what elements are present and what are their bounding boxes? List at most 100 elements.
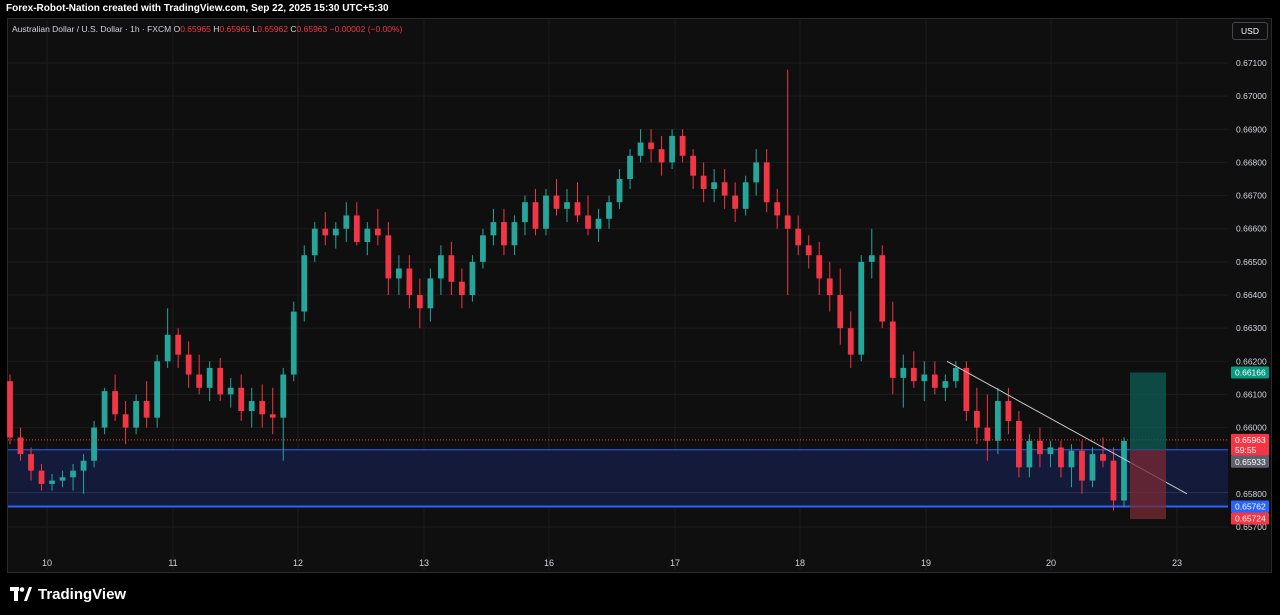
tradingview-logo[interactable]: TradingView (10, 585, 126, 603)
zone-bottom-price-tag-text: 0.65762 (1235, 501, 1266, 511)
candle-body (742, 182, 749, 209)
candle-body (889, 321, 896, 378)
tradingview-logo-icon (10, 587, 32, 601)
symbol-name[interactable]: Australian Dollar / U.S. Dollar · 1h · F… (12, 24, 172, 34)
candle-body (227, 387, 234, 395)
candle-body (28, 454, 34, 471)
price-tick-label: 0.67000 (1236, 91, 1267, 101)
candle-body (795, 228, 802, 246)
zones-layer (8, 449, 1228, 508)
zone-top-price-tag-bg (1231, 455, 1269, 468)
overlay-layer (8, 360, 1228, 520)
price-tick-label: 0.66300 (1236, 323, 1267, 333)
attribution-text: Forex-Robot-Nation created with TradingV… (6, 3, 389, 14)
candle-body (847, 328, 854, 355)
attribution-bar: Forex-Robot-Nation created with TradingV… (0, 0, 1280, 18)
zone-bottom-price-tag-bg (1231, 500, 1269, 513)
candle-body (1089, 454, 1096, 481)
candle-body (753, 162, 760, 183)
candle-body (690, 155, 697, 176)
candle-body (101, 391, 108, 428)
candle-body (805, 245, 812, 256)
candle-body (784, 215, 791, 229)
candle-body (80, 460, 87, 471)
candle-body (501, 222, 507, 246)
candle-body (143, 401, 150, 418)
candle-body (910, 367, 917, 382)
price-tick-label: 0.66800 (1236, 157, 1267, 167)
low-label: L (252, 24, 258, 34)
grid-lines (8, 20, 1228, 570)
candle-body (1037, 440, 1043, 455)
candle-body (574, 202, 581, 216)
candle-body (963, 367, 970, 411)
candle-body (564, 202, 570, 209)
open-label: O (173, 24, 181, 34)
candle-body (616, 179, 623, 203)
candle-body (7, 381, 13, 438)
candle-body (669, 135, 675, 163)
candle-body (38, 470, 45, 484)
price-tick-label: 0.66100 (1236, 389, 1267, 399)
candle-body (532, 202, 539, 229)
support-zone (8, 449, 1228, 507)
candle-body (553, 195, 560, 209)
close-label: C (290, 24, 297, 34)
time-tick-label: 11 (168, 558, 177, 568)
candle-body (1079, 450, 1085, 481)
high-value: 0.65965 (219, 24, 251, 34)
stop-box (1130, 449, 1166, 520)
candle-body (994, 401, 1001, 441)
stop-price-tag: 0.65724 (1231, 512, 1269, 525)
time-tick-label: 10 (42, 558, 52, 568)
candle-body (206, 367, 213, 388)
candle-body (585, 215, 591, 229)
candle-body (1110, 460, 1117, 501)
candle-body (522, 202, 528, 223)
candle-body (606, 202, 612, 219)
time-axis[interactable]: 10 11 12 13 16 17 18 19 20 23 (42, 558, 1182, 568)
open-value: 0.65965 (180, 24, 211, 34)
candle-body (942, 381, 949, 388)
stop-price-tag-bg (1231, 512, 1269, 525)
time-tick-label: 23 (1172, 558, 1182, 568)
candle-body (763, 162, 770, 203)
candle-body (343, 215, 350, 229)
price-tick-label: 0.66500 (1236, 257, 1267, 267)
candle-body (1005, 401, 1012, 421)
candle-body (837, 295, 844, 329)
candle-body (238, 387, 245, 411)
target-price-tag: 0.66166 (1231, 366, 1269, 379)
candle-body (1121, 440, 1127, 501)
candle-body (868, 255, 875, 262)
symbol-legend: Australian Dollar / U.S. Dollar · 1h · F… (12, 24, 402, 34)
candle-body (154, 361, 161, 418)
candle-body (332, 228, 339, 236)
currency-button[interactable]: USD (1232, 22, 1268, 40)
candle-body (311, 228, 318, 256)
last-price-tag-text: 0.65963 (1235, 435, 1266, 445)
price-tick-label: 0.65700 (1236, 522, 1267, 532)
candle-body (448, 255, 455, 282)
candle-body (732, 195, 739, 209)
high-label: H (213, 24, 220, 34)
candle-body (700, 175, 707, 189)
candle-body (858, 261, 865, 355)
target-price-tag-text: 0.66166 (1235, 368, 1266, 378)
target-price-tag-bg (1231, 366, 1269, 379)
candle-body (427, 278, 434, 309)
candle-body (879, 255, 886, 322)
candle-body (1016, 420, 1022, 468)
time-tick-label: 19 (921, 558, 931, 568)
price-tick-label: 0.67100 (1236, 58, 1267, 68)
candle-body (59, 477, 66, 481)
candle-body (984, 427, 991, 441)
candle-body (931, 374, 938, 388)
candle-body (658, 149, 665, 163)
candle-body (406, 268, 413, 295)
price-tick-label: 0.66000 (1236, 423, 1267, 433)
candle-body (395, 268, 402, 279)
